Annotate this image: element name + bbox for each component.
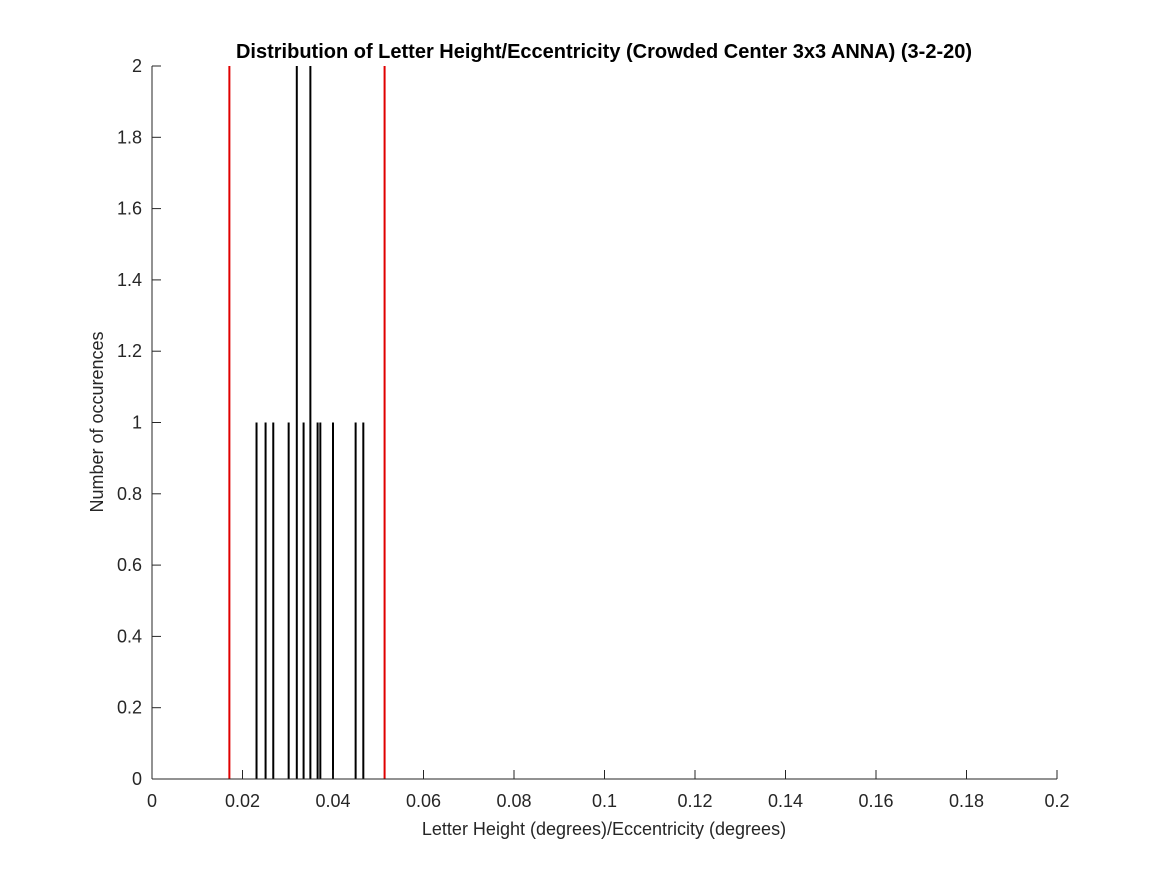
y-tick-label: 1.6 [117, 199, 142, 219]
x-tick-label: 0.06 [406, 791, 441, 811]
reference-lines-group [228, 66, 386, 779]
y-tick-label: 1.8 [117, 127, 142, 147]
x-tick-label: 0.14 [768, 791, 803, 811]
y-tick-label: 0.4 [117, 626, 142, 646]
x-tick-label: 0.16 [858, 791, 893, 811]
x-tick-label: 0 [147, 791, 157, 811]
x-tick-label: 0.2 [1044, 791, 1069, 811]
y-tick-label: 0.8 [117, 484, 142, 504]
y-tick-label: 0.6 [117, 555, 142, 575]
y-tick-label: 1.2 [117, 341, 142, 361]
y-axis-title: Number of occurences [87, 331, 107, 512]
x-tick-label: 0.18 [949, 791, 984, 811]
y-tick-label: 2 [132, 56, 142, 76]
x-tick-label: 0.04 [315, 791, 350, 811]
bars-group [255, 66, 365, 779]
y-tick-label: 1.4 [117, 270, 142, 290]
x-tick-label: 0.02 [225, 791, 260, 811]
x-axis-title: Letter Height (degrees)/Eccentricity (de… [422, 819, 786, 839]
y-ticks-group: 0 0.2 0.4 0.6 0.8 1 1.2 1.4 1.6 1.8 2 [117, 56, 161, 789]
x-tick-label: 0.08 [496, 791, 531, 811]
y-tick-label: 0.2 [117, 698, 142, 718]
y-tick-label: 0 [132, 769, 142, 789]
x-tick-label: 0.1 [592, 791, 617, 811]
x-tick-label: 0.12 [677, 791, 712, 811]
y-tick-label: 1 [132, 413, 142, 433]
x-ticks-group: 0 0.02 0.04 0.06 0.08 0.1 0.12 0.14 0.16 0.18 0.2 [147, 770, 1070, 811]
chart-title: Distribution of Letter Height/Eccentrici… [236, 41, 972, 63]
